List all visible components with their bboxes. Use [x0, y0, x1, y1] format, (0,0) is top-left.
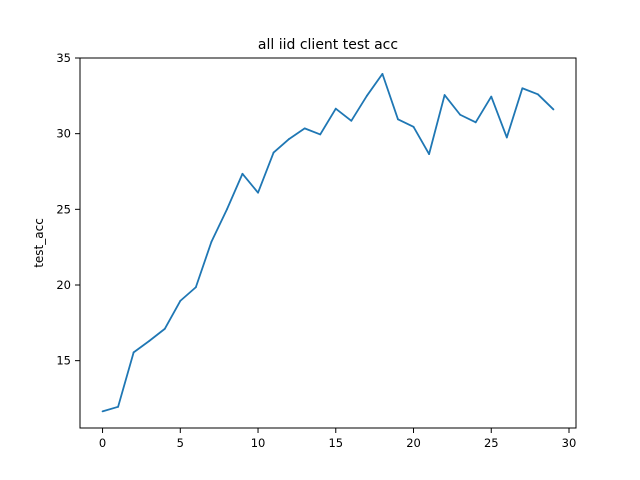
data-point: [241, 172, 244, 175]
data-point: [303, 127, 306, 130]
data-point: [163, 327, 166, 330]
data-point: [257, 191, 259, 194]
y-axis-label: test_acc: [32, 218, 46, 268]
data-point: [288, 138, 291, 140]
y-axis: 15 20 25 30 35: [56, 51, 80, 368]
x-tick-label: 0: [99, 436, 106, 450]
data-point: [272, 151, 275, 154]
data-point: [490, 95, 493, 98]
plot-frame: [79, 57, 577, 429]
data-point: [365, 94, 368, 97]
y-tick-label: 15: [56, 354, 71, 368]
data-point: [443, 94, 446, 96]
series-layer: [101, 72, 555, 413]
data-point: [412, 125, 415, 128]
data-point: [148, 340, 151, 342]
data-point: [350, 119, 353, 122]
data-point: [397, 118, 399, 121]
data-point: [505, 136, 508, 139]
data-point: [319, 133, 322, 136]
data-point: [552, 108, 555, 111]
x-tick-label: 10: [251, 436, 266, 450]
x-tick-label: 25: [484, 436, 499, 450]
y-tick-label: 20: [56, 278, 71, 292]
x-tick-label: 15: [328, 436, 343, 450]
x-tick-label: 20: [406, 436, 421, 450]
x-axis: 0 5 10 15 20 25 30: [99, 428, 576, 450]
y-tick-label: 25: [56, 202, 71, 216]
data-point: [521, 87, 524, 90]
data-point: [194, 286, 197, 289]
data-point: [117, 405, 119, 408]
data-point: [537, 93, 539, 96]
data-point: [132, 351, 135, 354]
data-point: [210, 240, 213, 243]
series-line: [102, 72, 555, 413]
data-point: [459, 113, 462, 116]
data-point: [101, 410, 104, 413]
y-tick-label: 35: [56, 51, 71, 65]
data-point: [428, 153, 430, 155]
x-tick-label: 30: [562, 436, 577, 450]
plot-area: [80, 58, 576, 428]
data-point: [179, 299, 182, 302]
data-point: [474, 121, 477, 124]
y-tick-label: 30: [56, 127, 71, 141]
chart-title: all iid client test acc: [258, 37, 398, 53]
data-point: [226, 208, 228, 211]
data-point: [334, 107, 337, 110]
x-tick-label: 5: [177, 436, 184, 450]
data-point: [381, 72, 384, 75]
